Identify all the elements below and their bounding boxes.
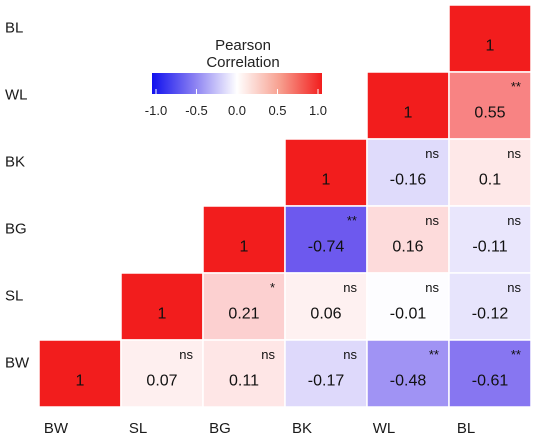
cell-value-label: 1 (158, 306, 167, 323)
cell-value-label: -0.48 (390, 373, 427, 390)
legend-tick-label: -1.0 (145, 103, 167, 118)
cell-value-label: -0.12 (472, 306, 509, 323)
significance-label: ns (507, 213, 521, 228)
heatmap-cell-bg-bk (284, 205, 368, 274)
heatmap-cell-bw-sl (120, 339, 204, 408)
cell-value-label: 0.06 (310, 306, 341, 323)
significance-label: ** (511, 347, 521, 362)
y-tick-label-bk: BK (5, 154, 25, 171)
significance-label: ns (261, 347, 275, 362)
cell-value-label: -0.16 (390, 172, 427, 189)
heatmap-cell-bw-bw (38, 339, 122, 408)
cell-value-label: 1 (322, 172, 331, 189)
x-tick-label-wl: WL (373, 420, 396, 437)
heatmap-cell-sl-bg (202, 272, 286, 341)
heatmap-cell-bw-bl (448, 339, 532, 408)
heatmap-cell-bg-bl (448, 205, 532, 274)
heatmap-cell-bw-bg (202, 339, 286, 408)
significance-label: ** (511, 79, 521, 94)
cell-value-label: 1 (76, 373, 85, 390)
y-tick-label-bl: BL (5, 20, 23, 37)
x-tick-label-sl: SL (129, 420, 147, 437)
cell-value-label: 0.1 (479, 172, 501, 189)
significance-label: ns (507, 280, 521, 295)
heatmap-cell-bl-bl (448, 4, 532, 73)
heatmap-cell-wl-wl (366, 71, 450, 140)
x-tick-label-bk: BK (292, 420, 312, 437)
cell-value-label: 0.16 (392, 239, 423, 256)
legend-title-line1: Pearson (215, 37, 271, 54)
cell-value-label: 1 (240, 239, 249, 256)
cell-value-label: 0.55 (474, 105, 505, 122)
heatmap-cell-wl-bl (448, 71, 532, 140)
significance-label: ns (343, 347, 357, 362)
legend-color-bar (152, 73, 322, 94)
x-tick-label-bw: BW (44, 420, 69, 437)
heatmap-cell-sl-wl (366, 272, 450, 341)
significance-label: ns (425, 213, 439, 228)
heatmap-cell-bw-wl (366, 339, 450, 408)
heatmap-cells (38, 4, 532, 408)
cell-value-label: -0.11 (472, 239, 507, 256)
cell-value-label: 0.21 (228, 306, 259, 323)
significance-label: ** (347, 213, 357, 228)
x-tick-label-bg: BG (209, 420, 231, 437)
cell-value-label: 1 (404, 105, 413, 122)
cell-value-label: -0.17 (308, 373, 345, 390)
cell-value-label: 1 (486, 38, 495, 55)
legend-tick-label: 0.5 (268, 103, 286, 118)
cell-value-label: -0.61 (472, 373, 509, 390)
legend-tick-label: -0.5 (185, 103, 207, 118)
significance-label: ** (429, 347, 439, 362)
heatmap-cell-bk-bl (448, 138, 532, 207)
significance-label: * (270, 280, 275, 295)
significance-label: ns (179, 347, 193, 362)
heatmap-cell-bw-bk (284, 339, 368, 408)
cell-value-label: 0.07 (146, 373, 177, 390)
legend-tick-label: 0.0 (228, 103, 246, 118)
significance-label: ns (343, 280, 357, 295)
y-tick-label-wl: WL (5, 87, 28, 104)
legend-tick-label: 1.0 (309, 103, 327, 118)
y-tick-label-bg: BG (5, 221, 27, 238)
significance-label: ns (425, 280, 439, 295)
y-tick-label-bw: BW (5, 355, 30, 372)
cell-value-label: 0.11 (229, 373, 259, 390)
significance-label: ns (425, 146, 439, 161)
x-tick-label-bl: BL (457, 420, 475, 437)
legend-title-line2: Correlation (206, 54, 279, 71)
cell-value-label: -0.01 (390, 306, 427, 323)
y-tick-label-sl: SL (5, 288, 23, 305)
heatmap-axis-labels: BL WL BK BG SL BW BW SL BG BK WL BL (5, 20, 475, 438)
cell-value-label: -0.74 (308, 239, 345, 256)
significance-label: ns (507, 146, 521, 161)
